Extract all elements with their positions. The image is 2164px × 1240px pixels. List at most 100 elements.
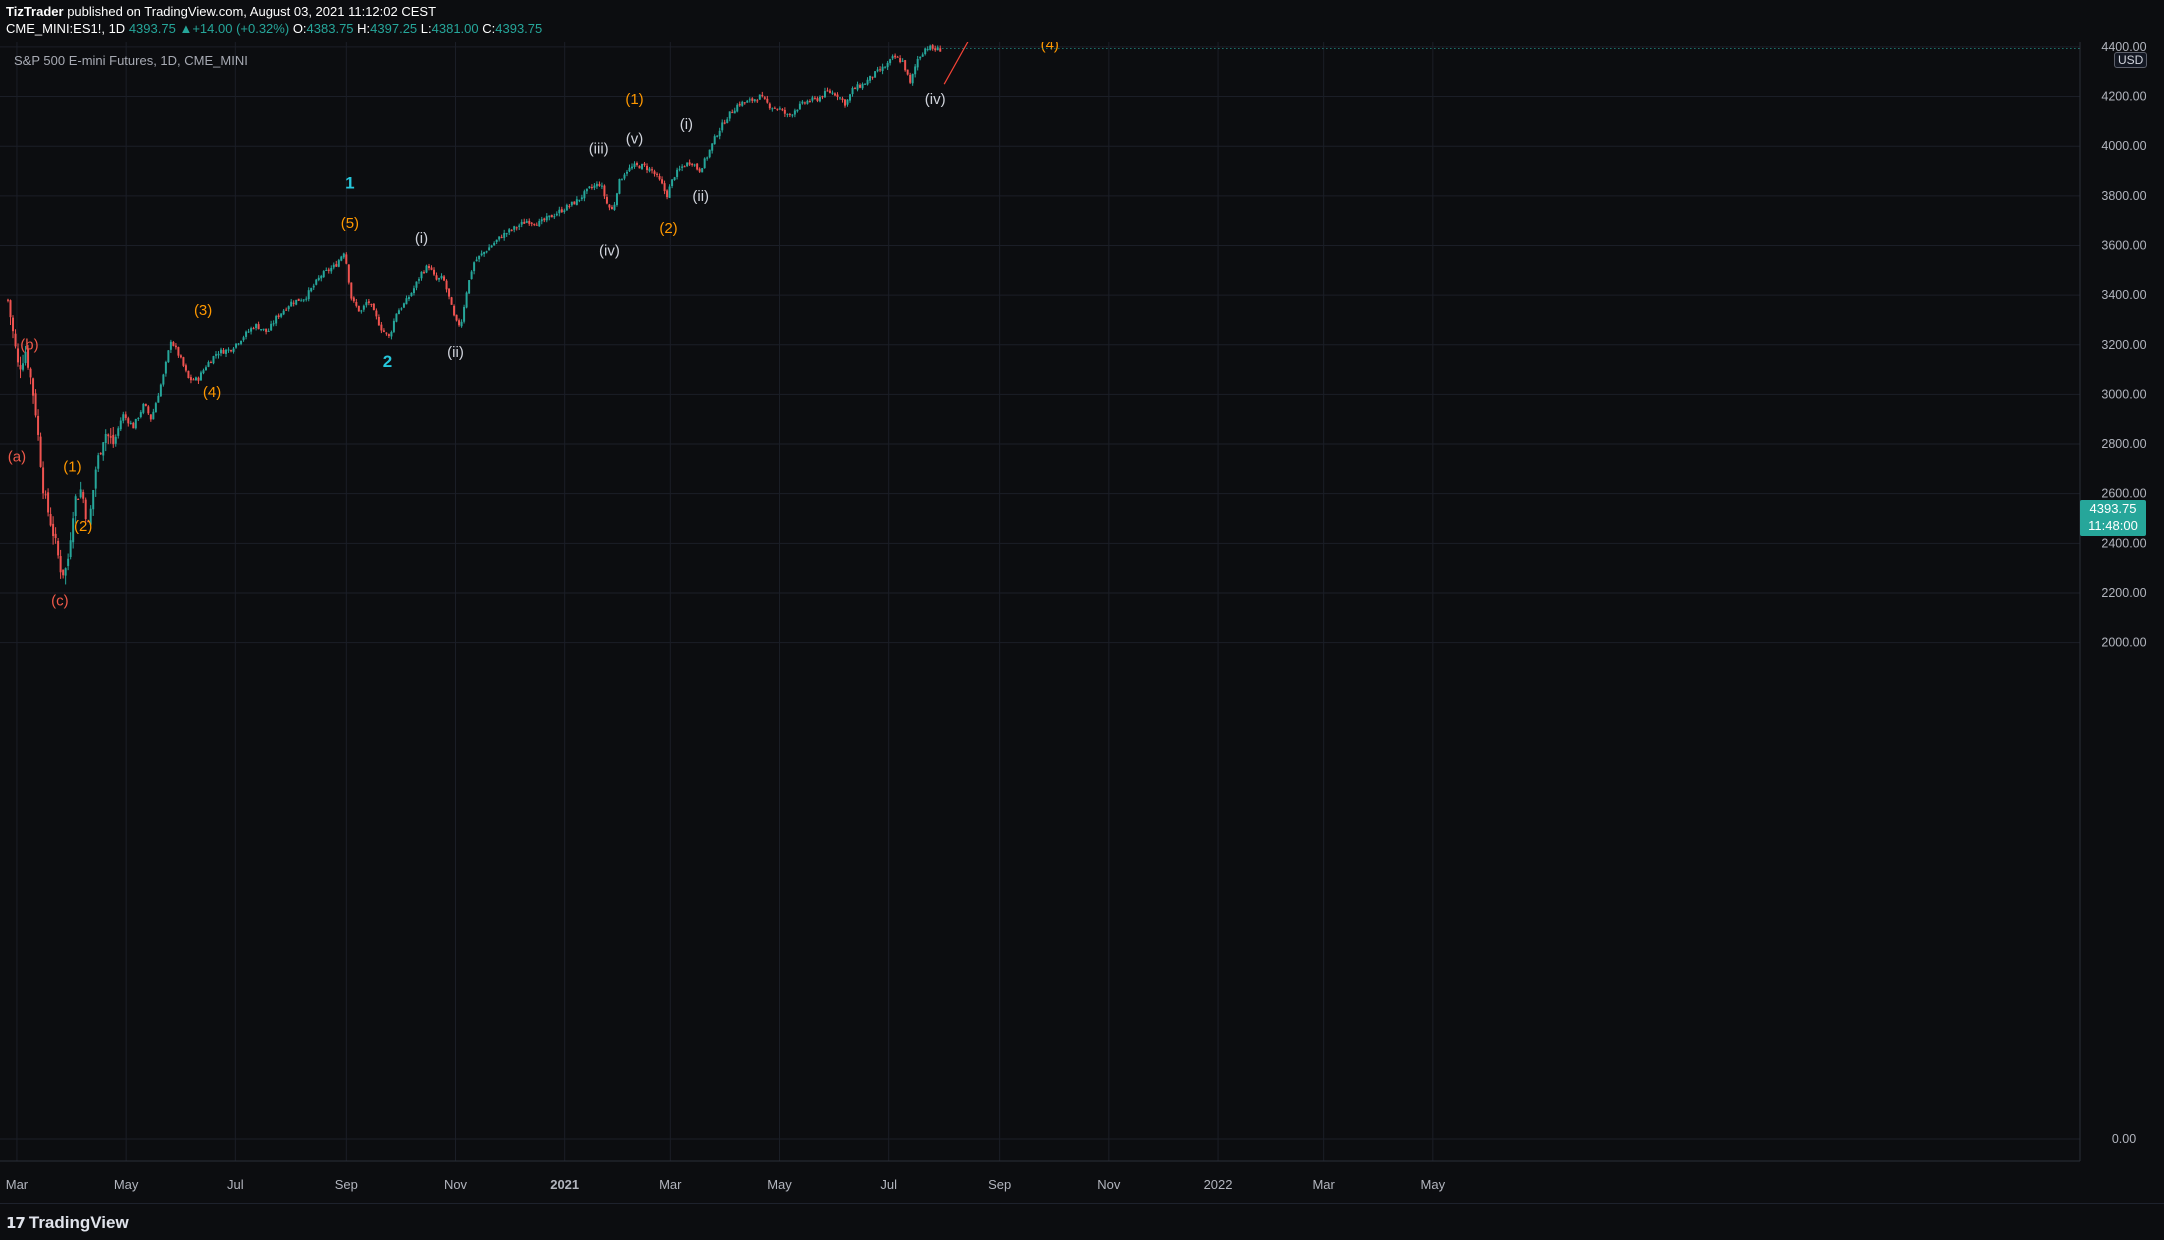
candle-down — [187, 370, 190, 379]
candle-down — [743, 102, 746, 104]
candle-down — [906, 69, 909, 75]
candle-up — [746, 100, 749, 103]
price-tick-label: 2000.00 — [2101, 636, 2146, 650]
candle-up — [889, 59, 892, 64]
candle-up — [921, 54, 924, 57]
candle-down — [430, 267, 433, 270]
candle-up — [337, 260, 340, 267]
candle-up — [798, 103, 801, 110]
candle-up — [545, 216, 548, 221]
time-tick-label: Mar — [6, 1177, 29, 1192]
candle-up — [630, 166, 633, 169]
candle-up — [625, 171, 628, 174]
candle-down — [841, 98, 844, 100]
candle-up — [578, 199, 581, 201]
candle-down — [380, 324, 383, 331]
candle-up — [322, 271, 325, 277]
candle-down — [844, 99, 847, 106]
candle-down — [656, 173, 659, 175]
author-name[interactable]: TizTrader — [6, 4, 64, 19]
candle-up — [330, 267, 333, 272]
candle-up — [668, 186, 671, 198]
candle-down — [357, 305, 360, 312]
tradingview-logo[interactable]: 17 TradingView — [6, 1213, 129, 1233]
candle-down — [77, 499, 80, 501]
candle-up — [232, 348, 235, 352]
candle-up — [245, 331, 248, 337]
time-axis[interactable]: Mar May Jul Sep Nov 2021 Mar May Jul Sep Nov 2022 Ma… — [6, 1177, 1446, 1192]
candle-down — [285, 309, 288, 311]
candle-up — [169, 341, 172, 350]
candle-up — [701, 168, 704, 173]
candle-up — [593, 185, 596, 188]
candle-up — [390, 331, 393, 337]
candle-up — [503, 232, 506, 238]
wave-label: (ii) — [692, 188, 709, 205]
candle-up — [24, 351, 27, 364]
symbol-label[interactable]: CME_MINI:ES1!, 1D — [6, 21, 126, 36]
candle-down — [54, 533, 57, 539]
candle-up — [771, 108, 774, 110]
wave-label: (3) — [194, 302, 212, 319]
candle-down — [382, 330, 385, 332]
candle-up — [919, 56, 922, 59]
candle-down — [773, 107, 776, 109]
candle-up — [275, 316, 278, 324]
candle-up — [79, 489, 82, 498]
time-tick-label: Jul — [227, 1177, 244, 1192]
candle-down — [265, 328, 268, 332]
symbol-legend[interactable]: S&P 500 E-mini Futures, 1D, CME_MINI — [14, 53, 248, 68]
candle-down — [643, 163, 646, 166]
candle-up — [869, 75, 872, 81]
candle-down — [663, 183, 666, 192]
current-price-value: 4393.75 — [2089, 501, 2137, 516]
candle-up — [553, 216, 556, 218]
current-price-tag: 4393.75 11:48:00 — [2080, 500, 2146, 536]
candle-up — [671, 179, 674, 187]
candle-up — [134, 418, 137, 429]
candle-up — [438, 277, 441, 280]
candle-down — [550, 214, 553, 218]
candle-up — [711, 143, 714, 151]
chart-header: TizTrader published on TradingView.com, … — [0, 0, 2164, 42]
candle-down — [345, 254, 348, 264]
candle-up — [410, 292, 413, 297]
candle-up — [310, 288, 313, 292]
open-value: 4383.75 — [306, 21, 354, 36]
candle-up — [94, 469, 97, 489]
candle-up — [693, 164, 696, 166]
candle-up — [613, 204, 616, 210]
open-label: O: — [292, 21, 307, 36]
candle-down — [783, 109, 786, 114]
candle-up — [718, 130, 721, 137]
candle-up — [237, 343, 240, 345]
price-tick-label: 4200.00 — [2101, 90, 2146, 104]
price-chart[interactable]: 1(4483.75)1.618(4958.50)1.76(5067.50)2(5… — [0, 42, 2164, 1203]
candle-up — [290, 301, 293, 307]
candle-down — [252, 328, 255, 330]
candle-up — [618, 178, 621, 194]
candle-down — [763, 97, 766, 99]
candle-up — [468, 280, 471, 294]
low-label: L: — [420, 21, 432, 36]
candle-down — [7, 299, 9, 301]
publish-info: published on TradingView.com, August 03,… — [67, 4, 437, 19]
candle-up — [565, 204, 568, 211]
wave-label: (ii) — [447, 344, 464, 361]
currency-button[interactable]: USD — [2114, 52, 2148, 68]
candle-up — [884, 67, 887, 69]
candle-down — [82, 492, 85, 499]
price-axis[interactable]: 0.00 2000.00 2200.00 2400.00 2600.00 2800.00 3… — [2101, 42, 2146, 1146]
candle-up — [681, 166, 684, 168]
candle-up — [282, 310, 285, 315]
candle-up — [295, 299, 298, 305]
candle-up — [728, 111, 731, 119]
candle-up — [307, 290, 310, 300]
price-tick-label: 0.00 — [2112, 1132, 2136, 1146]
candle-up — [415, 281, 418, 288]
price-tick-label: 2400.00 — [2101, 536, 2146, 550]
wave-label: (b) — [20, 337, 38, 354]
candle-down — [939, 48, 942, 52]
candle-up — [250, 328, 253, 332]
candle-up — [926, 48, 929, 50]
